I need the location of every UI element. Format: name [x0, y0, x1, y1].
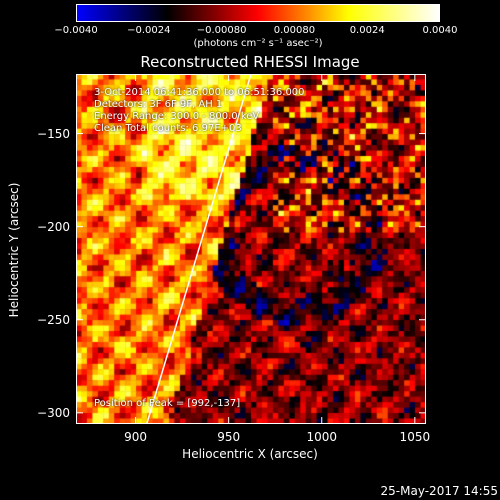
y-tick-label: −250: [37, 312, 70, 327]
solar-limb-line: [146, 74, 252, 424]
annotation-detectors: Detectors: 3F 6F 9F, AH 1: [94, 99, 223, 110]
chart-title: Reconstructed RHESSI Image: [140, 53, 360, 71]
y-tick-label: −150: [37, 126, 70, 141]
annotation-clean-counts: Clean Total counts: 6.97E+03: [94, 123, 242, 134]
colorbar-tick-label: 0.0040: [422, 25, 458, 36]
colorbar-unit-label: (photons cm⁻² s⁻¹ asec⁻²): [193, 38, 323, 49]
colorbar-tick-label: −0.00080: [196, 25, 247, 36]
x-tick-label: 950: [217, 430, 241, 444]
colorbar-tick-label: −0.0024: [127, 25, 171, 36]
y-axis-label: Heliocentric Y (arcsec): [7, 182, 21, 318]
heatmap-image: [76, 74, 426, 424]
annotation-energy-range: Energy Range: 300.0 - 800.0 keV: [94, 111, 260, 122]
x-tick-label: 1000: [306, 430, 338, 444]
colorbar-tick-label: 0.0024: [349, 25, 385, 36]
annotation-peak-position: Position of Peak = [992,-137]: [94, 398, 241, 409]
y-tick-label: −200: [37, 219, 70, 234]
x-tick-label: 1050: [399, 430, 431, 444]
x-axis-label: Heliocentric X (arcsec): [182, 447, 318, 461]
annotation-time-range: 3-Oct-2014 06:41:36.000 to 06:51:36.000: [94, 87, 305, 98]
x-tick-label: 900: [124, 430, 148, 444]
footer-date: 25-May-2017 14:55: [380, 484, 498, 498]
colorbar-tick-label: 0.00080: [273, 25, 316, 36]
colorbar-tick-label: −0.0040: [54, 25, 98, 36]
colorbar: [76, 4, 440, 22]
y-tick-label: −300: [37, 405, 70, 420]
overlay: [76, 74, 426, 424]
